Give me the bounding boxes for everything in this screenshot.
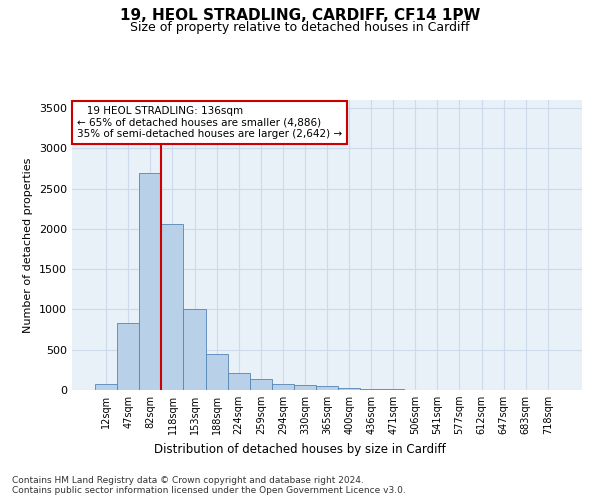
- Y-axis label: Number of detached properties: Number of detached properties: [23, 158, 34, 332]
- Bar: [206, 354, 227, 390]
- Bar: [95, 384, 117, 390]
- Text: Size of property relative to detached houses in Cardiff: Size of property relative to detached ho…: [130, 21, 470, 34]
- Bar: [272, 384, 294, 390]
- Bar: [161, 224, 184, 390]
- Bar: [250, 379, 272, 390]
- Bar: [139, 172, 161, 390]
- Text: 19 HEOL STRADLING: 136sqm
← 65% of detached houses are smaller (4,886)
35% of se: 19 HEOL STRADLING: 136sqm ← 65% of detac…: [77, 106, 342, 139]
- Text: Distribution of detached houses by size in Cardiff: Distribution of detached houses by size …: [154, 442, 446, 456]
- Text: Contains HM Land Registry data © Crown copyright and database right 2024.
Contai: Contains HM Land Registry data © Crown c…: [12, 476, 406, 495]
- Bar: [360, 389, 382, 390]
- Bar: [294, 385, 316, 390]
- Bar: [338, 388, 360, 390]
- Text: 19, HEOL STRADLING, CARDIFF, CF14 1PW: 19, HEOL STRADLING, CARDIFF, CF14 1PW: [120, 8, 480, 22]
- Bar: [227, 373, 250, 390]
- Bar: [184, 310, 206, 390]
- Bar: [117, 323, 139, 390]
- Bar: [316, 386, 338, 390]
